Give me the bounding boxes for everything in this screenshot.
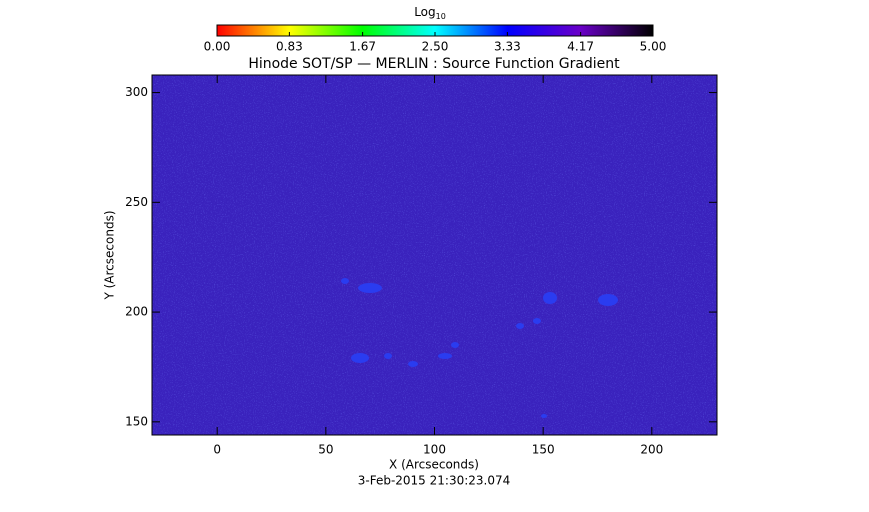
timestamp: 3-Feb-2015 21:30:23.074 bbox=[358, 474, 511, 488]
image-texture bbox=[152, 75, 717, 435]
x-tick-label: 50 bbox=[318, 443, 333, 457]
colorbar-tick-label: 3.33 bbox=[494, 40, 521, 54]
colorbar-tick-label: 2.50 bbox=[422, 40, 449, 54]
y-axis-label: Y (Arcseconds) bbox=[103, 210, 117, 300]
colorbar-label: Log10 bbox=[414, 5, 446, 21]
colorbar-tick-label: 4.17 bbox=[567, 40, 594, 54]
x-tick-label: 200 bbox=[640, 443, 663, 457]
colorbar-tick-label: 5.00 bbox=[640, 40, 667, 54]
x-tick-label: 100 bbox=[423, 443, 446, 457]
colorbar-label-base: Log bbox=[414, 5, 435, 19]
y-tick-label: 250 bbox=[125, 195, 148, 209]
y-tick-label: 200 bbox=[125, 305, 148, 319]
colorbar-label-subscript: 10 bbox=[436, 12, 446, 21]
y-tick-label: 150 bbox=[125, 414, 148, 428]
x-axis-label: X (Arcseconds) bbox=[389, 458, 479, 472]
colorbar-tick-label: 0.00 bbox=[204, 40, 231, 54]
colorbar-tick-label: 1.67 bbox=[349, 40, 376, 54]
colorbar-tick-label: 0.83 bbox=[276, 40, 303, 54]
chart-title: Hinode SOT/SP — MERLIN : Source Function… bbox=[248, 56, 620, 72]
x-tick-label: 150 bbox=[532, 443, 555, 457]
x-tick-label: 0 bbox=[213, 443, 221, 457]
y-tick-label: 300 bbox=[125, 85, 148, 99]
bright-features bbox=[341, 278, 618, 418]
